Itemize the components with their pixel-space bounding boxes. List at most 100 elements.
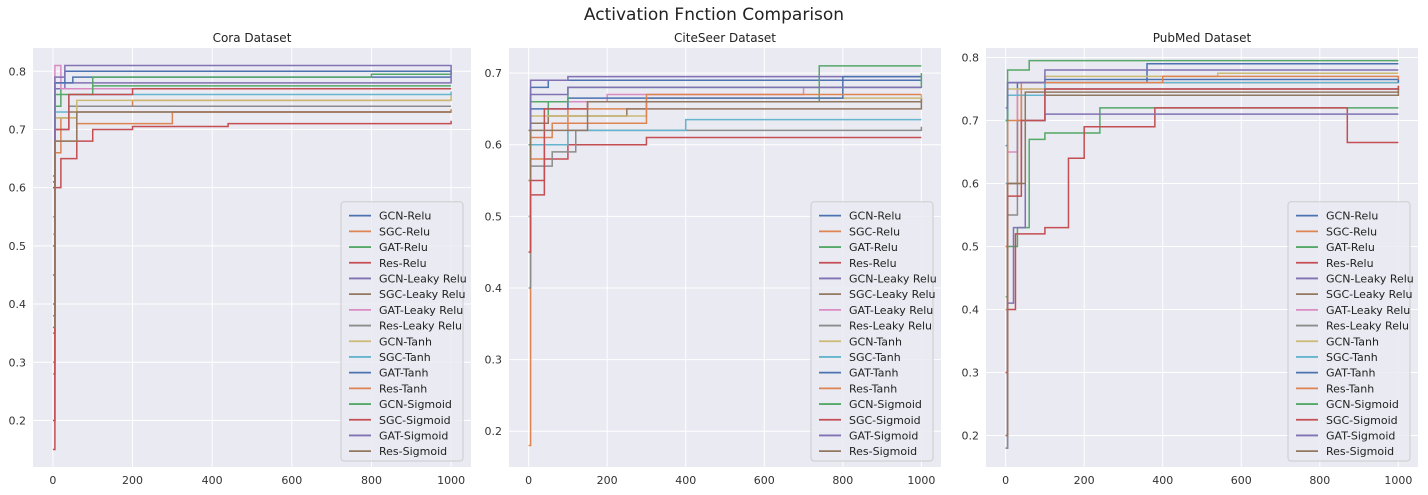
y-tick-label: 0.7: [485, 67, 503, 80]
legend-label-2: GAT-Relu: [849, 241, 898, 254]
legend-label-13: SGC-Sigmoid: [849, 414, 921, 427]
legend-label-1: SGC-Relu: [379, 225, 430, 238]
x-tick-label: 800: [832, 474, 853, 487]
y-tick-label: 0.5: [9, 240, 27, 253]
legend-label-6: GAT-Leaky Relu: [379, 304, 463, 317]
legend-label-8: GCN-Tanh: [1326, 335, 1379, 348]
series-line-3: [52, 120, 452, 451]
legend-label-10: GAT-Tanh: [1326, 367, 1375, 380]
x-tick-label: 1000: [437, 474, 465, 487]
y-tick-label: 0.7: [962, 114, 980, 127]
legend-label-2: GAT-Relu: [379, 241, 428, 254]
legend-label-11: Res-Tanh: [1326, 382, 1374, 395]
legend-label-9: SGC-Tanh: [849, 351, 901, 364]
y-tick-label: 0.3: [9, 356, 27, 369]
x-tick-label: 1000: [907, 474, 935, 487]
series-line-15: [528, 100, 922, 182]
legend-label-14: GAT-Sigmoid: [379, 429, 448, 442]
legend-label-5: SGC-Leaky Relu: [849, 288, 936, 301]
legend-label-10: GAT-Tanh: [379, 367, 428, 380]
legend-label-13: SGC-Sigmoid: [379, 414, 451, 427]
series-line-15: [52, 111, 452, 329]
x-tick-label: 800: [361, 474, 382, 487]
legend-label-3: Res-Relu: [379, 257, 427, 270]
chart-title: PubMed Dataset: [1153, 31, 1252, 45]
legend-label-15: Res-Sigmoid: [849, 445, 917, 458]
series-line-12: [1005, 59, 1399, 122]
legend-label-8: GCN-Tanh: [379, 335, 432, 348]
y-tick-label: 0.4: [962, 303, 980, 316]
y-tick-label: 0.6: [485, 139, 503, 152]
legend-label-0: GCN-Relu: [849, 210, 901, 223]
x-tick-label: 0: [1002, 474, 1009, 487]
legend-label-0: GCN-Relu: [1326, 210, 1378, 223]
legend-label-7: Res-Leaky Relu: [379, 320, 462, 333]
y-tick-label: 0.3: [485, 354, 503, 367]
legend-label-4: GCN-Leaky Relu: [849, 272, 937, 285]
legend-label-6: GAT-Leaky Relu: [1326, 304, 1410, 317]
y-tick-label: 0.2: [485, 425, 503, 438]
x-tick-label: 600: [281, 474, 302, 487]
x-tick-label: 600: [754, 474, 775, 487]
y-tick-label: 0.8: [9, 65, 27, 78]
series-line-14: [1005, 69, 1399, 109]
y-tick-label: 0.5: [485, 210, 503, 223]
legend-label-15: Res-Sigmoid: [379, 445, 447, 458]
y-tick-label: 0.3: [962, 366, 980, 379]
y-tick-label: 0.5: [962, 240, 980, 253]
legend-label-12: GCN-Sigmoid: [379, 398, 452, 411]
legend-label-6: GAT-Leaky Relu: [849, 304, 933, 317]
legend-label-11: Res-Tanh: [849, 382, 897, 395]
series-line-13: [52, 87, 452, 422]
x-tick-label: 400: [202, 474, 223, 487]
legend-label-14: GAT-Sigmoid: [849, 429, 918, 442]
legend-label-4: GCN-Leaky Relu: [1326, 272, 1414, 285]
chart-title: CiteSeer Dataset: [674, 31, 776, 45]
legend-label-11: Res-Tanh: [379, 382, 427, 395]
x-tick-label: 200: [122, 474, 143, 487]
legend-frame: [810, 201, 934, 462]
x-tick-label: 1000: [1384, 474, 1412, 487]
y-tick-label: 0.6: [9, 182, 27, 195]
charts-container: Cora Dataset 0 200 400 600 800 1000 0.2 0.3 0.4 0.…: [9, 31, 1418, 487]
legend-label-14: GAT-Sigmoid: [1326, 429, 1395, 442]
legend-label-0: GCN-Relu: [379, 210, 431, 223]
legend-label-12: GCN-Sigmoid: [1326, 398, 1399, 411]
legend-label-7: Res-Leaky Relu: [849, 320, 932, 333]
y-tick-label: 0.8: [962, 51, 980, 64]
legend-label-7: Res-Leaky Relu: [1326, 320, 1409, 333]
legend-label-3: Res-Relu: [1326, 257, 1374, 270]
legend-label-13: SGC-Sigmoid: [1326, 414, 1398, 427]
legend-label-15: Res-Sigmoid: [1326, 445, 1394, 458]
legend-frame: [340, 201, 464, 462]
series-line-15: [1005, 88, 1400, 437]
legend-label-8: GCN-Tanh: [849, 335, 902, 348]
legend-label-2: GAT-Relu: [1326, 241, 1375, 254]
chart-title: Cora Dataset: [213, 31, 292, 45]
series-line-3: [1005, 107, 1399, 437]
legend-label-4: GCN-Leaky Relu: [379, 272, 467, 285]
x-tick-label: 200: [1074, 474, 1095, 487]
chart-panel-2: PubMed Dataset 0 200 400 600 800 1000 0.2 0.3 0.4…: [962, 31, 1418, 487]
y-tick-label: 0.2: [962, 429, 980, 442]
chart-panel-0: Cora Dataset 0 200 400 600 800 1000 0.2 0.3 0.4 0.…: [9, 31, 471, 487]
legend-frame: [1287, 201, 1411, 462]
x-tick-label: 200: [597, 474, 618, 487]
y-tick-label: 0.4: [9, 298, 27, 311]
x-tick-label: 400: [675, 474, 696, 487]
figure-title: Activation Fnction Comparison: [584, 5, 844, 25]
legend: GCN-Relu SGC-Relu GAT-Relu Res-Relu GCN-Leak…: [810, 201, 937, 462]
legend-label-5: SGC-Leaky Relu: [1326, 288, 1413, 301]
y-tick-label: 0.4: [485, 282, 503, 295]
x-tick-label: 0: [49, 474, 56, 487]
x-tick-label: 400: [1152, 474, 1173, 487]
x-tick-label: 600: [1231, 474, 1252, 487]
legend: GCN-Relu SGC-Relu GAT-Relu Res-Relu GCN-Leak…: [340, 201, 467, 462]
legend-label-10: GAT-Tanh: [849, 367, 898, 380]
legend-label-9: SGC-Tanh: [1326, 351, 1378, 364]
legend-label-9: SGC-Tanh: [379, 351, 431, 364]
legend-label-1: SGC-Relu: [849, 225, 900, 238]
legend-label-12: GCN-Sigmoid: [849, 398, 922, 411]
y-tick-label: 0.6: [962, 177, 980, 190]
